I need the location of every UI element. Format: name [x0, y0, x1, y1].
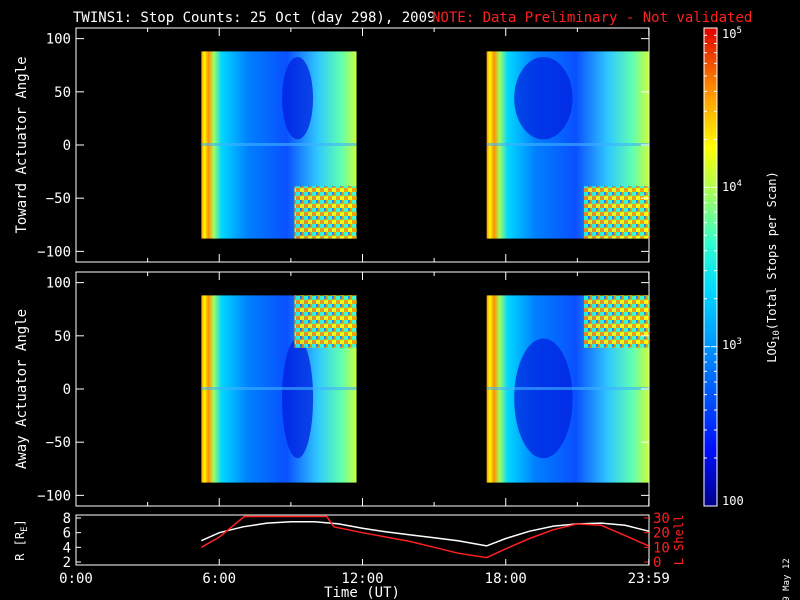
right-tick-label: 30 [653, 511, 670, 527]
panel-away-ylabel: Away Actuator Angle [14, 309, 30, 469]
panel-toward-y-axis: 100 50 0 −50 −100 [37, 28, 650, 262]
left-tick-label: 4 [63, 540, 71, 556]
colorbar-ticks [704, 34, 717, 507]
panel-away-heatmap [201, 295, 649, 483]
heatmap-speckle [294, 186, 357, 239]
preliminary-note: NOTE: Data Preliminary - Not validated [432, 10, 752, 26]
heatmap-zero-band [201, 387, 357, 390]
heatmap-zero-band [201, 143, 357, 146]
left-tick-label: 2 [63, 555, 71, 571]
colorbar-tick-1000: 103 [722, 337, 742, 352]
colorbar: 100 103 104 105 LOG10(Total Stops per Sc… [703, 26, 782, 508]
panel-orbit-lines [200, 515, 650, 559]
right-tick-label: 10 [653, 540, 670, 556]
date-stamp: 9 May 12 [782, 558, 792, 600]
chart-title: TWINS1: Stop Counts: 25 Oct (day 298), 2… [73, 10, 435, 26]
heatmap-zero-band [486, 387, 649, 390]
right-tick-label: 0 [653, 555, 661, 571]
heatmap-core [514, 338, 573, 459]
x-tick-label: 6:00 [202, 571, 236, 587]
panel-toward-heatmap [201, 51, 649, 239]
colorbar-label: LOG10(Total Stops per Scan) [765, 171, 782, 362]
right-tick-label: 20 [653, 526, 670, 542]
x-tick-label: 12:00 [341, 571, 383, 587]
heatmap-core [282, 57, 314, 140]
y-tick-label: −100 [37, 244, 71, 260]
heatmap-speckle [294, 295, 357, 348]
colorbar-tick-10000: 104 [722, 179, 742, 194]
heatmap-core [282, 338, 314, 459]
heatmap-core [514, 57, 573, 140]
y-tick-label: 100 [46, 32, 71, 48]
left-tick-label: 6 [63, 526, 71, 542]
l-shell-line [200, 515, 650, 559]
orbit-left-ylabel: R [RE] [13, 519, 30, 561]
y-tick-label: 0 [63, 138, 71, 154]
panel-toward-ylabel: Toward Actuator Angle [14, 56, 30, 233]
x-tick-label: 23:59 [628, 571, 670, 587]
y-tick-label: −50 [46, 435, 71, 451]
panel-orbit-frame [75, 514, 650, 566]
orbit-right-ylabel: L Shell [672, 515, 686, 566]
panel-away-y-axis: 100 50 0 −50 −100 [37, 272, 650, 506]
y-tick-label: −50 [46, 191, 71, 207]
colorbar-tick-100000: 105 [722, 26, 742, 41]
colorbar-tick-100: 100 [722, 494, 744, 508]
colorbar-gradient [703, 27, 718, 507]
heatmap-speckle [583, 295, 649, 348]
x-tick-label: 0:00 [59, 571, 93, 587]
heatmap-speckle [583, 186, 649, 239]
y-tick-label: 50 [54, 329, 71, 345]
y-tick-label: 50 [54, 85, 71, 101]
panel-away: 100 50 0 −50 −100 Away Actuator Angle [14, 271, 650, 507]
panel-toward: 100 50 0 −50 −100 Toward Actuator Angle [14, 27, 650, 263]
left-tick-label: 8 [63, 511, 71, 527]
y-tick-label: 0 [63, 382, 71, 398]
heatmap-zero-band [486, 143, 649, 146]
x-axis-label: Time (UT) [324, 585, 400, 600]
y-tick-label: −100 [37, 488, 71, 504]
radius-line [200, 520, 649, 547]
y-tick-label: 100 [46, 276, 71, 292]
x-tick-label: 18:00 [485, 571, 527, 587]
